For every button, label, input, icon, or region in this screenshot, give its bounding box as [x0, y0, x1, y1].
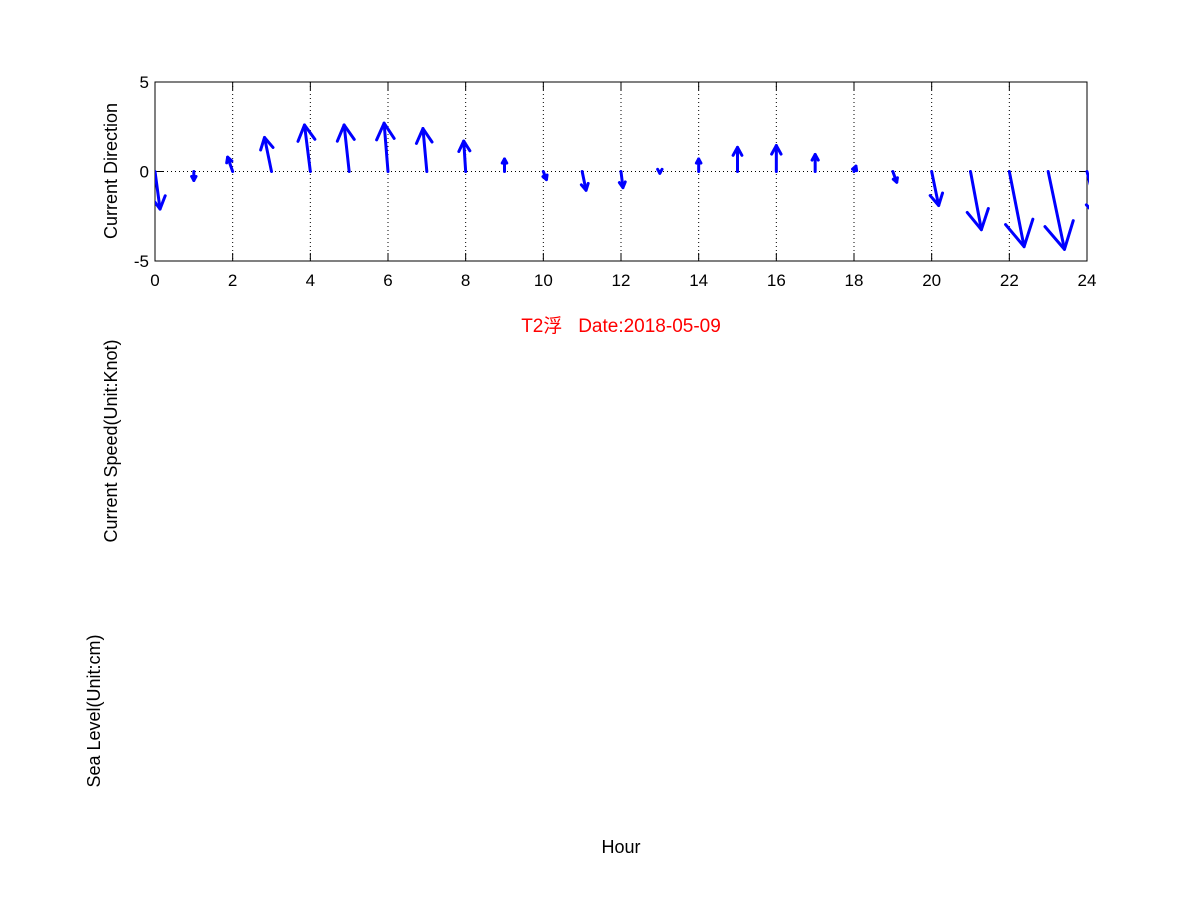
arrow-head: [155, 194, 167, 211]
current-arrow: [1043, 170, 1075, 251]
arrow-head: [296, 123, 317, 143]
current-arrow: [375, 121, 396, 173]
arrow-head: [190, 174, 198, 182]
arrow-head: [810, 152, 820, 162]
y-tick-label: 0: [140, 163, 149, 182]
current-arrow: [190, 170, 198, 182]
current-arrow: [335, 123, 356, 173]
x-tick-label: 2: [228, 271, 237, 290]
chart-title: T2浮 Date:2018-05-09: [521, 315, 721, 337]
arrow-shaft: [263, 135, 273, 173]
arrow-head: [891, 176, 899, 184]
current-arrow: [891, 170, 899, 184]
x-tick-label: 10: [534, 271, 553, 290]
subplot-current-direction: Current Direction 0 2 4 6 8 10 12 14 16 18 20 22 24-…: [101, 73, 1097, 290]
x-tick-label: 24: [1078, 271, 1097, 290]
subplot-sea-level: Sea Level(Unit:cm) Hour: [84, 634, 641, 857]
current-arrow: [259, 135, 275, 173]
x-tick-label: 8: [461, 271, 470, 290]
arrow-head: [414, 127, 434, 145]
ylabel-sea-level: Sea Level(Unit:cm): [84, 634, 104, 787]
arrow-head: [457, 139, 472, 153]
x-tick-label: 20: [922, 271, 941, 290]
arrow-head: [225, 155, 234, 165]
current-arrow: [617, 170, 627, 190]
current-arrow: [414, 127, 434, 173]
current-arrow: [965, 170, 990, 232]
arrow-head: [770, 144, 783, 156]
x-tick-label: 12: [612, 271, 631, 290]
arrow-head: [928, 191, 945, 208]
ylabel-current-direction: Current Direction: [101, 103, 121, 239]
arrow-shaft: [342, 123, 351, 173]
current-arrow: 02468101214161820222450100150200250: [155, 170, 167, 211]
current-arrow: [579, 170, 590, 192]
current-arrow: [500, 157, 509, 173]
arrow-head: [375, 121, 396, 142]
x-tick-label: 0: [150, 271, 159, 290]
current-arrow: [225, 155, 235, 173]
arrow-head: [335, 123, 356, 143]
current-arrow: [457, 139, 472, 173]
x-tick-label: 18: [845, 271, 864, 290]
arrow-head: [259, 135, 275, 152]
arrow-head: [694, 157, 703, 165]
arrow-head: [541, 173, 549, 182]
x-tick-label: 14: [689, 271, 708, 290]
current-arrow: [810, 152, 820, 173]
arrow-head: [851, 164, 859, 173]
x-tick-label: 6: [383, 271, 392, 290]
arrow-shaft: [1007, 170, 1026, 249]
subplot-current-speed: T2浮 Date:2018-05-09 Current Speed(Unit:K…: [101, 315, 721, 543]
arrow-shaft: [462, 139, 468, 173]
arrow-head: [579, 181, 590, 192]
arrow-head: [1004, 217, 1035, 249]
current-arrow: [694, 157, 703, 173]
arrow-head: [617, 180, 627, 190]
arrow-shaft: [930, 170, 941, 208]
arrow-head: [965, 207, 990, 232]
y-tick-label: -5: [134, 252, 149, 271]
arrow-shaft: [969, 170, 983, 232]
arrow-shaft: [421, 127, 429, 173]
ylabel-current-speed: Current Speed(Unit:Knot): [101, 339, 121, 542]
current-arrow: [1004, 170, 1035, 249]
x-tick-label: 4: [306, 271, 315, 290]
current-arrow: [770, 144, 783, 173]
current-arrow: [731, 145, 744, 173]
arrow-shaft: [1085, 170, 1089, 186]
y-tick-label: 5: [140, 73, 149, 92]
x-tick-label: 16: [767, 271, 786, 290]
xlabel-hour: Hour: [601, 837, 640, 857]
arrow-head: [500, 157, 509, 165]
arrow-shaft: [303, 123, 312, 173]
arrow-shaft: [155, 170, 162, 211]
arrow-shaft: [580, 170, 588, 192]
arrow-head: [656, 167, 664, 175]
arrow-head: [731, 145, 744, 157]
current-arrow: [1084, 170, 1089, 210]
x-tick-label: 22: [1000, 271, 1019, 290]
current-arrow: [296, 123, 317, 173]
quiver-arrows: 0246810121416182022245010015020025002468…: [155, 121, 1089, 251]
current-arrow: [928, 170, 945, 208]
arrow-head: [1043, 219, 1075, 251]
arrow-shaft: [382, 121, 390, 173]
current-arrow: [541, 170, 549, 182]
current-arrow: [851, 164, 859, 173]
arrow-shaft: [1046, 170, 1066, 251]
current-arrow: [656, 167, 664, 175]
